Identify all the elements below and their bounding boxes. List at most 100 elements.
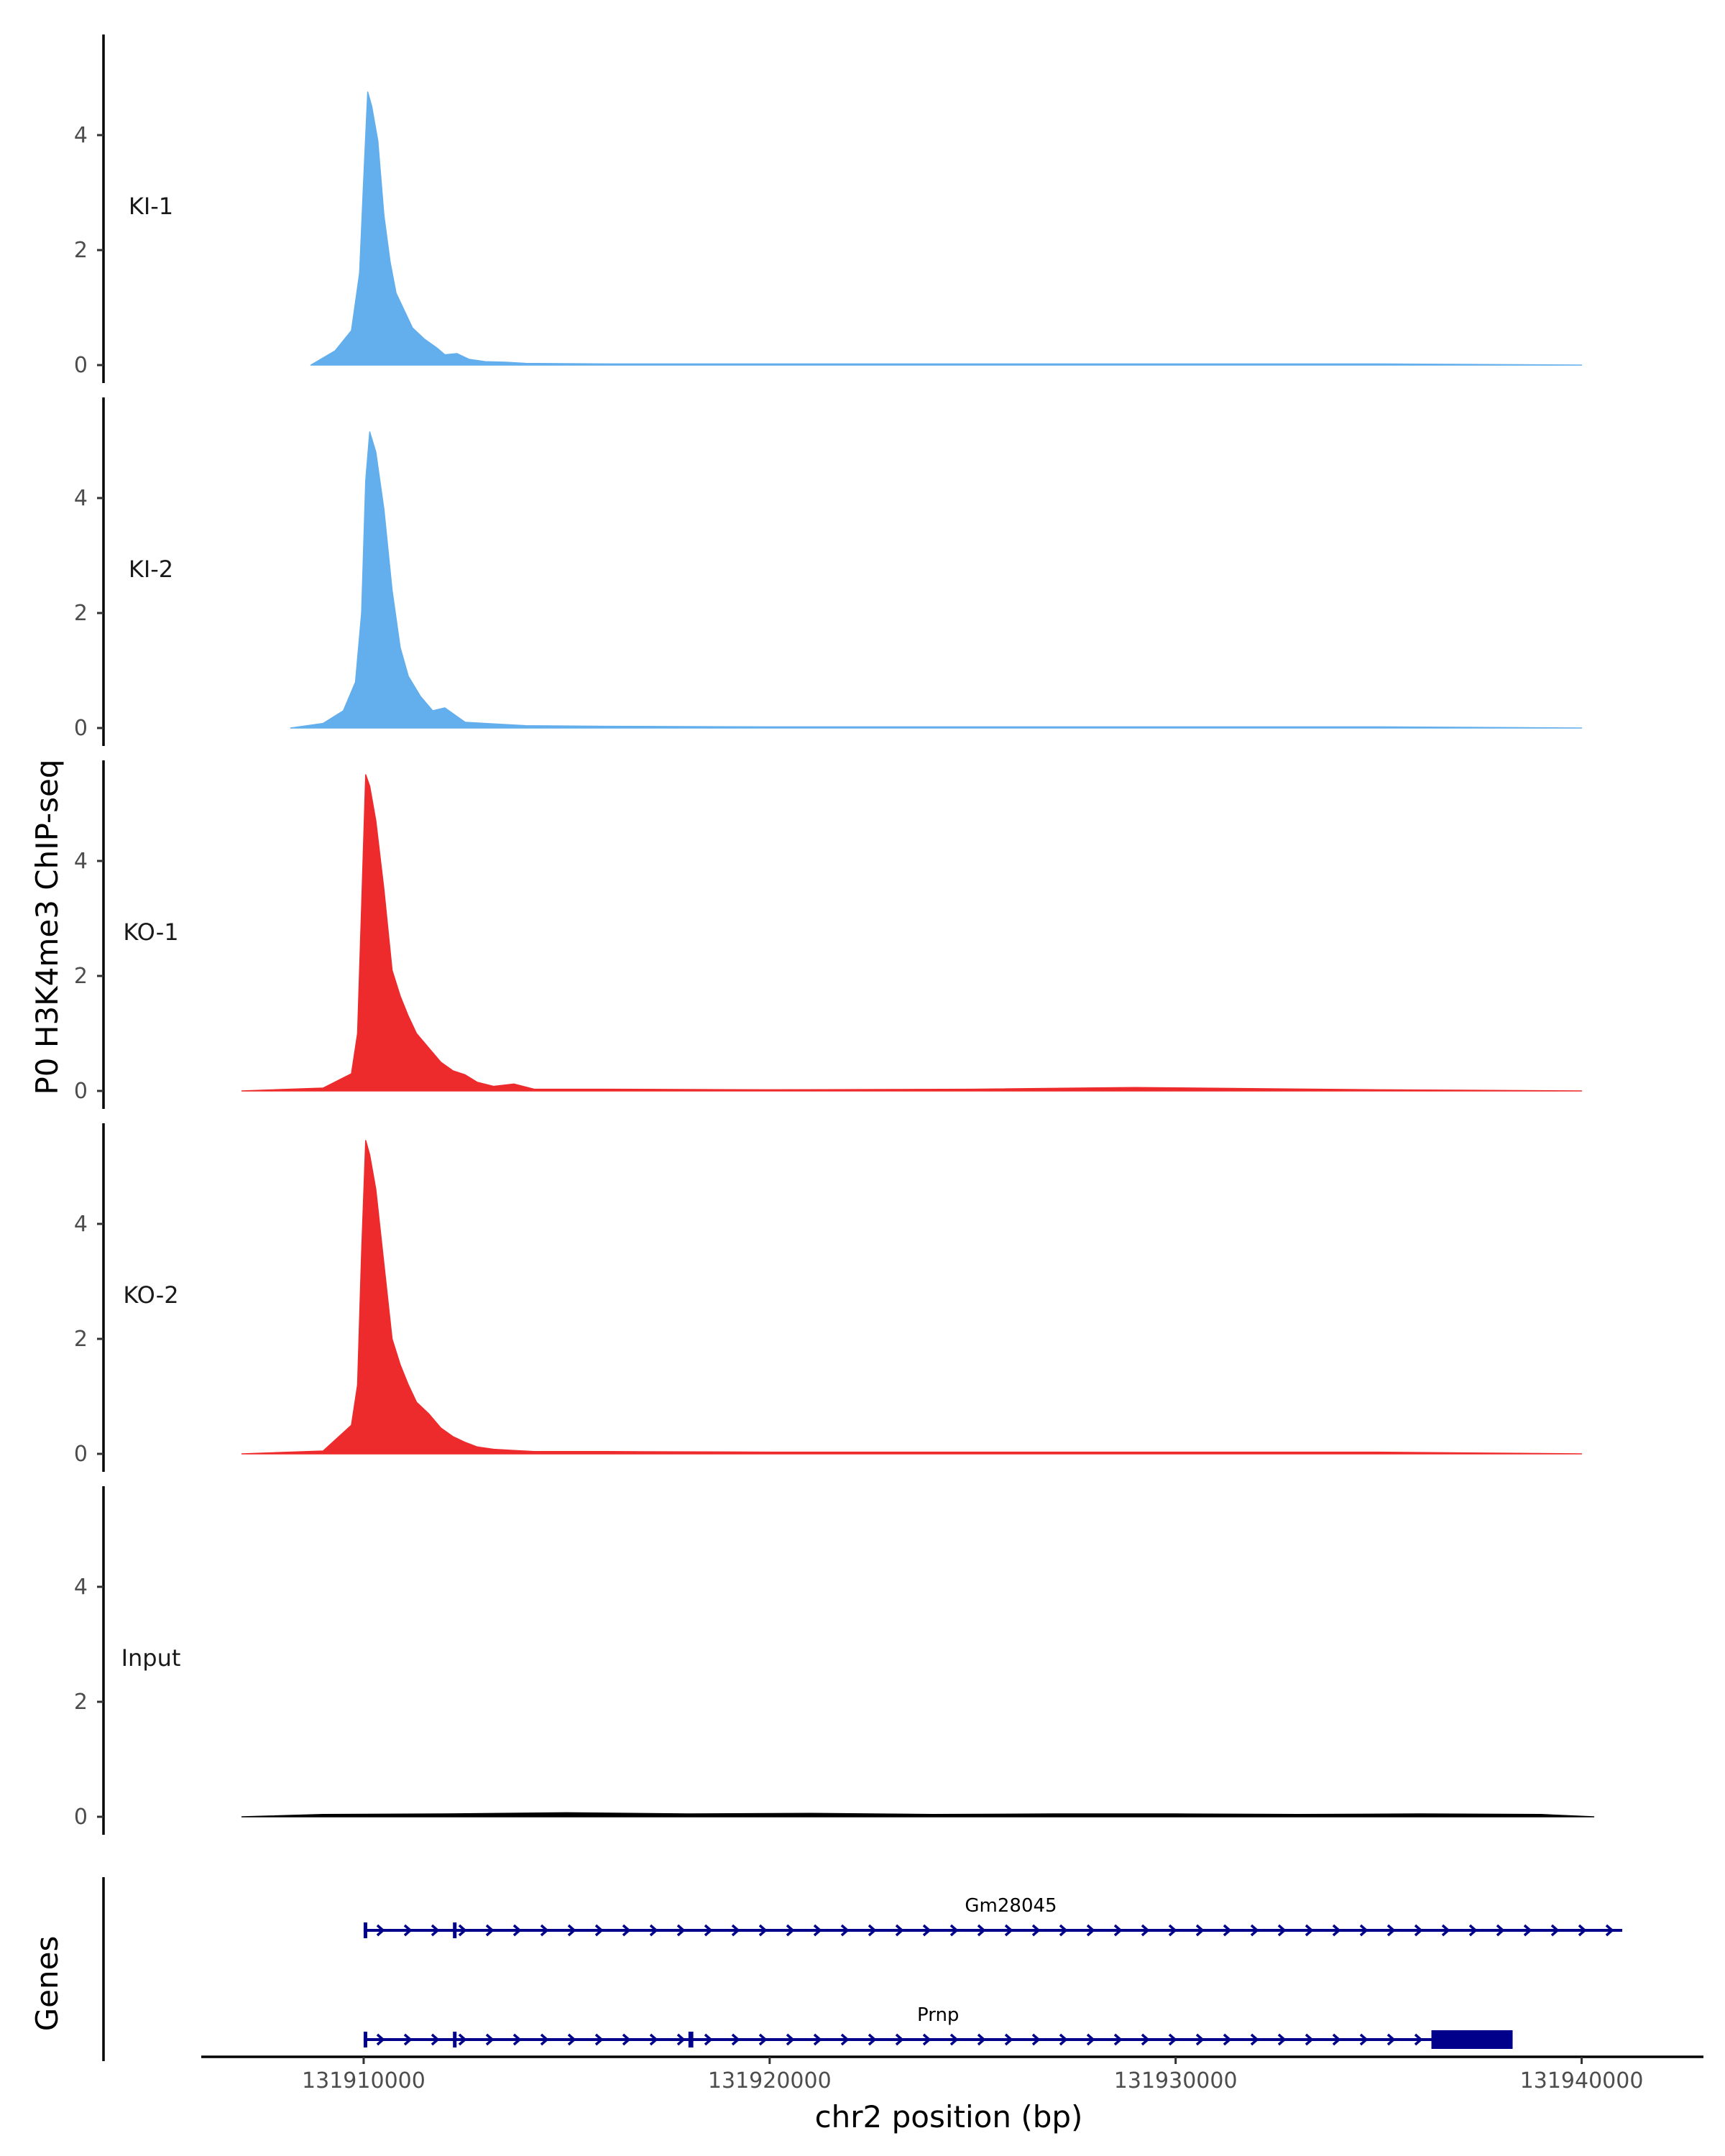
strand-arrow [1441, 1924, 1450, 1937]
strand-arrow [540, 1924, 549, 1937]
gene-model: Gm28045 [363, 1895, 1623, 1938]
strand-arrow [540, 2033, 549, 2046]
strand-arrow [949, 1924, 959, 1937]
strand-arrow [485, 2033, 494, 2046]
strand-arrow [676, 1924, 686, 1937]
strand-arrow [567, 1924, 576, 1937]
strand-arrow [1086, 1924, 1095, 1937]
strand-arrow [1496, 1924, 1505, 1937]
y-tick-label: 4 [74, 486, 88, 511]
strand-arrow [1332, 1924, 1341, 1937]
genes-track-title: Genes [29, 1936, 65, 2032]
strand-arrow [649, 1924, 658, 1937]
strand-arrow [1113, 1924, 1123, 1937]
strand-arrow [594, 1924, 604, 1937]
y-tick-label: 2 [74, 601, 88, 626]
strand-arrow [622, 1924, 631, 1937]
strand-arrow [895, 2033, 904, 2046]
strand-arrow [786, 1924, 795, 1937]
track-panels: 0 2 4 KI-1 0 2 4 KI-2 0 2 4 KO-1 0 2 4 KO-2 0 2 4 Input [74, 34, 1595, 1835]
y-tick-label: 2 [74, 238, 88, 263]
y-axis-title: P0 H3K4me3 ChIP-seq [29, 759, 65, 1095]
y-tick-label: 4 [74, 849, 88, 874]
strand-arrow [1277, 1924, 1287, 1937]
strand-arrow [895, 1924, 904, 1937]
strand-arrow [1414, 2033, 1423, 2046]
strand-arrow [977, 1924, 986, 1937]
gene-model: Prnp [363, 2004, 1513, 2049]
gene-exon [453, 1922, 457, 1938]
strand-arrow [1059, 2033, 1068, 2046]
track-panel: 0 2 4 Input [74, 1486, 1595, 1835]
strand-arrow [1168, 1924, 1177, 1937]
y-tick-label: 2 [74, 964, 88, 989]
strand-arrow [1359, 1924, 1368, 1937]
strand-arrow [1223, 1924, 1232, 1937]
y-tick-label: 0 [74, 353, 88, 378]
x-axis: 131910000 131920000 131930000 131940000 [201, 2055, 1703, 2093]
track-panel: 0 2 4 KO-2 [74, 1123, 1583, 1472]
y-tick-label: 0 [74, 716, 88, 741]
x-tick-label: 131940000 [1520, 2068, 1644, 2093]
strand-arrow [758, 2033, 768, 2046]
strand-arrow [431, 1924, 440, 1937]
strand-arrow [1523, 1924, 1532, 1937]
strand-arrow [485, 1924, 494, 1937]
strand-arrow [786, 2033, 795, 2046]
track-panel: 0 2 4 KI-1 [74, 34, 1583, 383]
y-tick-label: 4 [74, 1575, 88, 1600]
strand-arrow [431, 2033, 440, 2046]
y-tick-label: 0 [74, 1442, 88, 1467]
strand-arrow [1141, 1924, 1150, 1937]
track-panel: 0 2 4 KI-2 [74, 397, 1583, 746]
coverage-area [310, 91, 1583, 366]
genes-track: Gm28045 Prnp [102, 1877, 1623, 2061]
strand-arrow [1305, 1924, 1314, 1937]
gene-exon [363, 2032, 367, 2047]
track-label: KO-1 [123, 918, 178, 946]
strand-arrow [922, 2033, 932, 2046]
strand-arrow [704, 1924, 713, 1937]
strand-arrow [458, 1924, 467, 1937]
strand-arrow [1605, 1924, 1614, 1937]
strand-arrow [594, 2033, 604, 2046]
strand-arrow [1141, 2033, 1150, 2046]
gene-exon [453, 2032, 457, 2047]
strand-arrow [1004, 1924, 1013, 1937]
strand-arrow [1359, 2033, 1368, 2046]
strand-arrow [1059, 1924, 1068, 1937]
strand-arrow [840, 1924, 850, 1937]
strand-arrow [1386, 2033, 1396, 2046]
strand-arrow [922, 1924, 932, 1937]
track-label: KI-1 [129, 193, 173, 220]
strand-arrow [704, 2033, 713, 2046]
strand-arrow [403, 2033, 413, 2046]
strand-arrow [1250, 2033, 1259, 2046]
y-tick-label: 0 [74, 1079, 88, 1104]
strand-arrow [1305, 2033, 1314, 2046]
strand-arrow [1386, 1924, 1396, 1937]
strand-arrow [949, 2033, 959, 2046]
strand-arrow [458, 2033, 467, 2046]
strand-arrow [512, 1924, 522, 1937]
strand-arrow [622, 2033, 631, 2046]
strand-arrow [1550, 1924, 1560, 1937]
strand-arrow [1223, 2033, 1232, 2046]
strand-arrow [868, 1924, 877, 1937]
coverage-area [241, 1140, 1583, 1455]
strand-arrow [676, 2033, 686, 2046]
strand-arrow [1578, 1924, 1587, 1937]
strand-arrow [731, 2033, 740, 2046]
strand-arrow [977, 2033, 986, 2046]
y-tick-label: 4 [74, 1212, 88, 1237]
gene-name-label: Prnp [917, 2004, 959, 2026]
y-tick-label: 0 [74, 1805, 88, 1830]
strand-arrow [376, 2033, 385, 2046]
x-tick-label: 131930000 [1114, 2068, 1238, 2093]
strand-arrow [1113, 2033, 1123, 2046]
x-tick-label: 131920000 [708, 2068, 832, 2093]
strand-arrow [649, 2033, 658, 2046]
strand-arrow [1031, 2033, 1041, 2046]
track-label: Input [121, 1644, 181, 1672]
track-label: KI-2 [129, 556, 173, 583]
